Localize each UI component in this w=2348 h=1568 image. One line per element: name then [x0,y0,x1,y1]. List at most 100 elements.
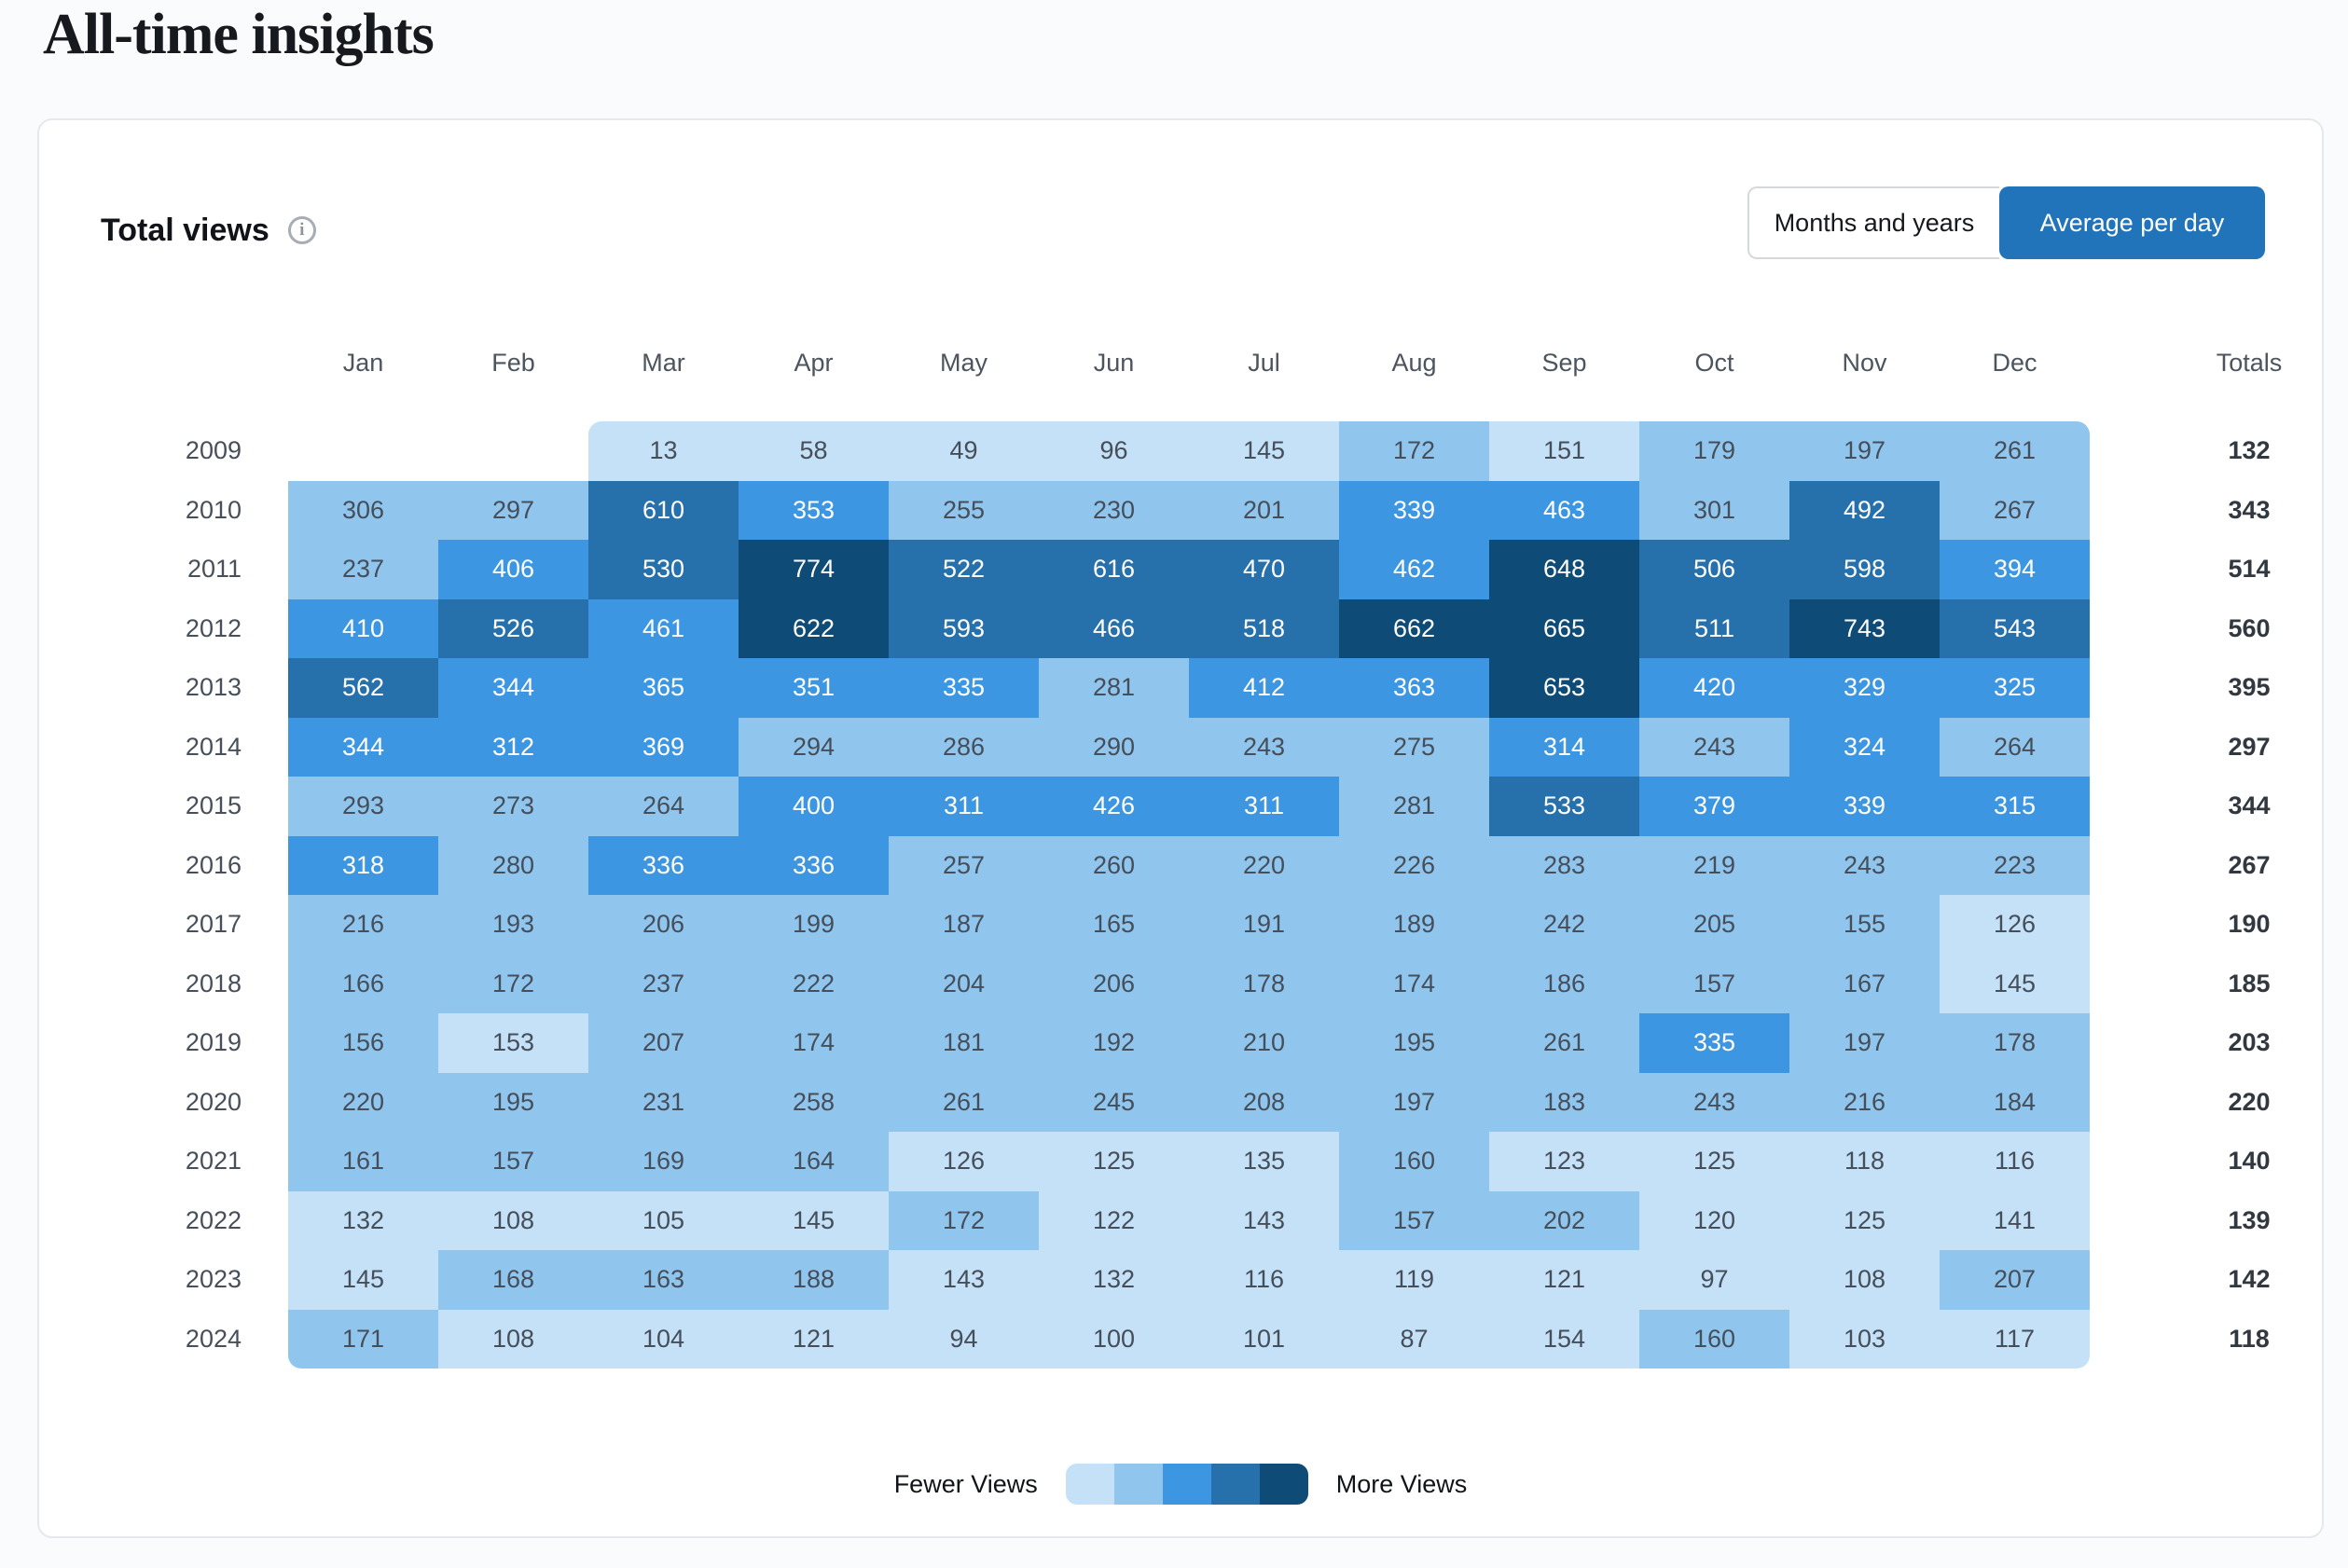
heatmap-cell-2024-aug[interactable]: 87 [1339,1309,1489,1369]
heatmap-cell-2014-mar[interactable]: 369 [588,717,739,777]
heatmap-cell-2019-dec[interactable]: 178 [1940,1013,2090,1073]
heatmap-cell-2024-mar[interactable]: 104 [588,1309,739,1369]
heatmap-cell-2017-jun[interactable]: 165 [1039,895,1189,955]
heatmap-cell-2016-jul[interactable]: 220 [1189,835,1339,895]
heatmap-cell-2021-aug[interactable]: 160 [1339,1132,1489,1191]
heatmap-cell-2023-mar[interactable]: 163 [588,1250,739,1310]
heatmap-cell-2020-jul[interactable]: 208 [1189,1072,1339,1132]
heatmap-cell-2009-sep[interactable]: 151 [1489,421,1639,481]
heatmap-cell-2020-nov[interactable]: 216 [1789,1072,1940,1132]
heatmap-cell-2009-apr[interactable]: 58 [739,421,889,481]
heatmap-cell-2015-oct[interactable]: 379 [1639,777,1789,836]
heatmap-cell-2011-feb[interactable]: 406 [438,540,588,599]
heatmap-cell-2012-aug[interactable]: 662 [1339,598,1489,658]
heatmap-cell-2021-may[interactable]: 126 [889,1132,1039,1191]
heatmap-cell-2017-feb[interactable]: 193 [438,895,588,955]
heatmap-cell-2013-may[interactable]: 335 [889,658,1039,718]
heatmap-cell-2023-dec[interactable]: 207 [1940,1250,2090,1310]
heatmap-cell-2019-feb[interactable]: 153 [438,1013,588,1073]
heatmap-cell-2021-mar[interactable]: 169 [588,1132,739,1191]
heatmap-cell-2021-oct[interactable]: 125 [1639,1132,1789,1191]
toggle-average-per-day[interactable]: Average per day [1999,186,2265,259]
heatmap-cell-2017-nov[interactable]: 155 [1789,895,1940,955]
heatmap-cell-2013-jul[interactable]: 412 [1189,658,1339,718]
heatmap-cell-2018-dec[interactable]: 145 [1940,954,2090,1013]
heatmap-cell-2016-aug[interactable]: 226 [1339,835,1489,895]
heatmap-cell-2013-dec[interactable]: 325 [1940,658,2090,718]
heatmap-cell-2016-oct[interactable]: 219 [1639,835,1789,895]
heatmap-cell-2023-jul[interactable]: 116 [1189,1250,1339,1310]
heatmap-cell-2019-apr[interactable]: 174 [739,1013,889,1073]
heatmap-cell-2017-aug[interactable]: 189 [1339,895,1489,955]
heatmap-cell-2021-jun[interactable]: 125 [1039,1132,1189,1191]
heatmap-cell-2017-may[interactable]: 187 [889,895,1039,955]
heatmap-cell-2017-jan[interactable]: 216 [288,895,438,955]
heatmap-cell-2018-may[interactable]: 204 [889,954,1039,1013]
heatmap-cell-2021-jan[interactable]: 161 [288,1132,438,1191]
heatmap-cell-2014-jan[interactable]: 344 [288,717,438,777]
heatmap-cell-2010-aug[interactable]: 339 [1339,480,1489,540]
heatmap-cell-2021-jul[interactable]: 135 [1189,1132,1339,1191]
heatmap-cell-2023-jan[interactable]: 145 [288,1250,438,1310]
heatmap-cell-2016-dec[interactable]: 223 [1940,835,2090,895]
heatmap-cell-2018-jun[interactable]: 206 [1039,954,1189,1013]
heatmap-cell-2016-jan[interactable]: 318 [288,835,438,895]
heatmap-cell-2021-apr[interactable]: 164 [739,1132,889,1191]
heatmap-cell-2023-oct[interactable]: 97 [1639,1250,1789,1310]
heatmap-cell-2019-aug[interactable]: 195 [1339,1013,1489,1073]
heatmap-cell-2022-jan[interactable]: 132 [288,1190,438,1250]
heatmap-cell-2015-dec[interactable]: 315 [1940,777,2090,836]
heatmap-cell-2018-aug[interactable]: 174 [1339,954,1489,1013]
heatmap-cell-2019-oct[interactable]: 335 [1639,1013,1789,1073]
heatmap-cell-2024-jul[interactable]: 101 [1189,1309,1339,1369]
heatmap-cell-2024-sep[interactable]: 154 [1489,1309,1639,1369]
heatmap-cell-2024-feb[interactable]: 108 [438,1309,588,1369]
heatmap-cell-2016-mar[interactable]: 336 [588,835,739,895]
heatmap-cell-2009-nov[interactable]: 197 [1789,421,1940,481]
heatmap-cell-2010-jun[interactable]: 230 [1039,480,1189,540]
heatmap-cell-2010-dec[interactable]: 267 [1940,480,2090,540]
heatmap-cell-2022-may[interactable]: 172 [889,1190,1039,1250]
heatmap-cell-2011-apr[interactable]: 774 [739,540,889,599]
heatmap-cell-2024-jun[interactable]: 100 [1039,1309,1189,1369]
heatmap-cell-2013-jun[interactable]: 281 [1039,658,1189,718]
heatmap-cell-2013-jan[interactable]: 562 [288,658,438,718]
heatmap-cell-2017-apr[interactable]: 199 [739,895,889,955]
heatmap-cell-2022-sep[interactable]: 202 [1489,1190,1639,1250]
heatmap-cell-2023-feb[interactable]: 168 [438,1250,588,1310]
heatmap-cell-2021-feb[interactable]: 157 [438,1132,588,1191]
heatmap-cell-2011-aug[interactable]: 462 [1339,540,1489,599]
heatmap-cell-2019-mar[interactable]: 207 [588,1013,739,1073]
heatmap-cell-2022-apr[interactable]: 145 [739,1190,889,1250]
heatmap-cell-2024-may[interactable]: 94 [889,1309,1039,1369]
heatmap-cell-2011-mar[interactable]: 530 [588,540,739,599]
heatmap-cell-2011-may[interactable]: 522 [889,540,1039,599]
heatmap-cell-2023-sep[interactable]: 121 [1489,1250,1639,1310]
heatmap-cell-2016-may[interactable]: 257 [889,835,1039,895]
heatmap-cell-2022-jul[interactable]: 143 [1189,1190,1339,1250]
heatmap-cell-2024-dec[interactable]: 117 [1940,1309,2090,1369]
heatmap-cell-2010-oct[interactable]: 301 [1639,480,1789,540]
heatmap-cell-2009-oct[interactable]: 179 [1639,421,1789,481]
info-icon[interactable]: i [287,216,316,244]
heatmap-cell-2012-feb[interactable]: 526 [438,598,588,658]
heatmap-cell-2019-jul[interactable]: 210 [1189,1013,1339,1073]
heatmap-cell-2014-oct[interactable]: 243 [1639,717,1789,777]
heatmap-cell-2012-mar[interactable]: 461 [588,598,739,658]
heatmap-cell-2018-apr[interactable]: 222 [739,954,889,1013]
heatmap-cell-2010-apr[interactable]: 353 [739,480,889,540]
heatmap-cell-2017-dec[interactable]: 126 [1940,895,2090,955]
heatmap-cell-2009-mar[interactable]: 13 [588,421,739,481]
heatmap-cell-2017-sep[interactable]: 242 [1489,895,1639,955]
heatmap-cell-2012-may[interactable]: 593 [889,598,1039,658]
heatmap-cell-2015-apr[interactable]: 400 [739,777,889,836]
heatmap-cell-2020-apr[interactable]: 258 [739,1072,889,1132]
heatmap-cell-2011-jan[interactable]: 237 [288,540,438,599]
heatmap-cell-2014-jun[interactable]: 290 [1039,717,1189,777]
heatmap-cell-2021-nov[interactable]: 118 [1789,1132,1940,1191]
heatmap-cell-2020-sep[interactable]: 183 [1489,1072,1639,1132]
heatmap-cell-2010-feb[interactable]: 297 [438,480,588,540]
heatmap-cell-2023-apr[interactable]: 188 [739,1250,889,1310]
heatmap-cell-2010-jan[interactable]: 306 [288,480,438,540]
heatmap-cell-2018-jul[interactable]: 178 [1189,954,1339,1013]
